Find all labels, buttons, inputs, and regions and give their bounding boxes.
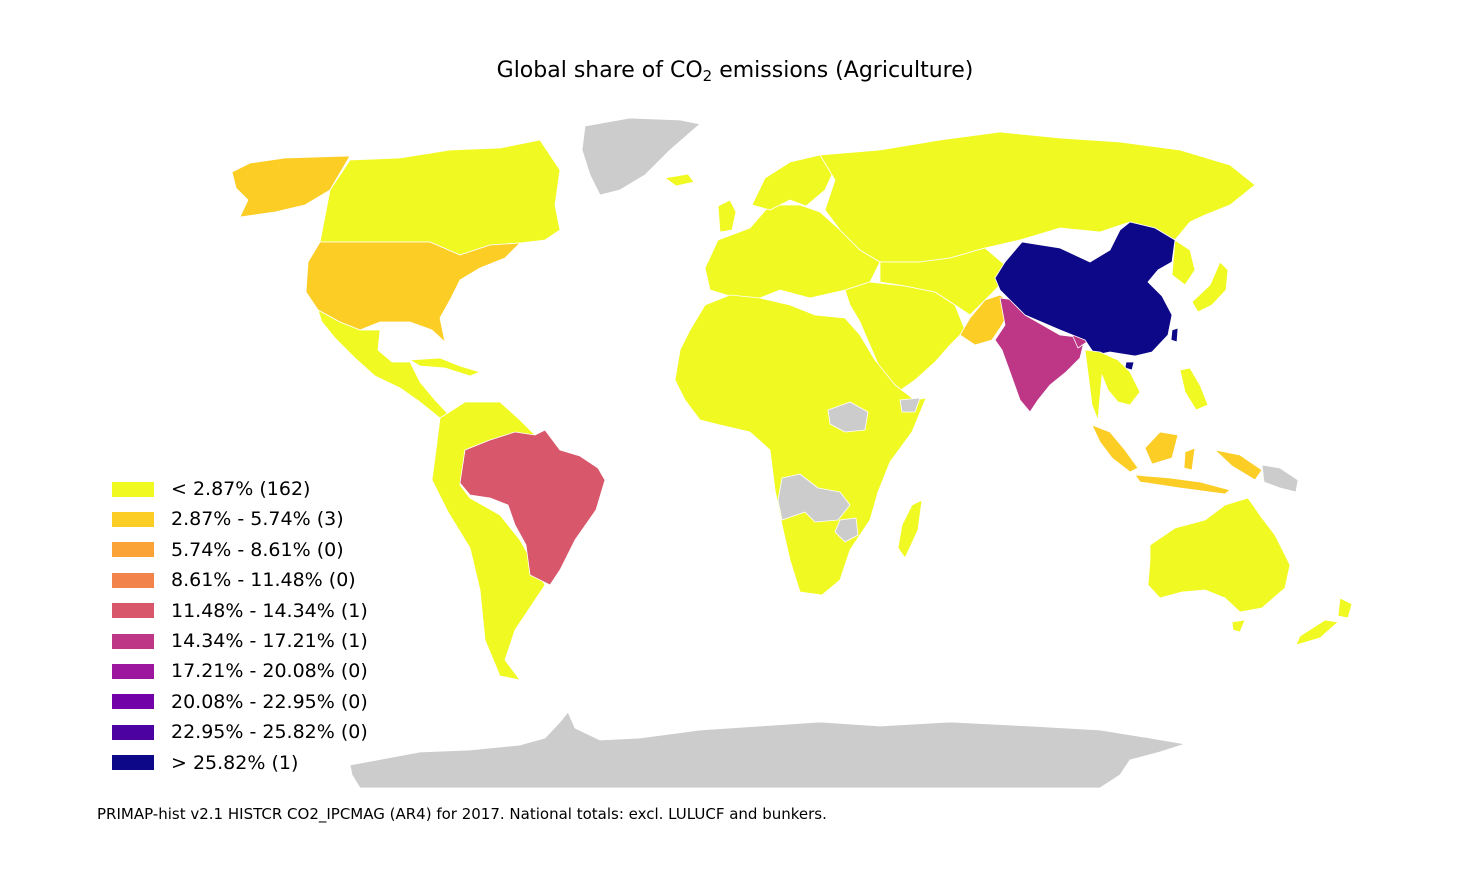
- map-title: Global share of CO2 emissions (Agricultu…: [496, 58, 974, 85]
- region-taiwan[interactable]: [1170, 327, 1179, 343]
- legend-item: 11.48% - 14.34% (1): [112, 596, 368, 626]
- legend-swatch: [112, 694, 154, 710]
- region-iceland[interactable]: [664, 173, 695, 187]
- legend-item: 2.87% - 5.74% (3): [112, 504, 344, 534]
- region-canada[interactable]: [319, 139, 561, 256]
- legend-item: 17.21% - 20.08% (0): [112, 656, 368, 686]
- region-russia[interactable]: [819, 131, 1256, 263]
- region-somalia[interactable]: [899, 397, 921, 413]
- legend-label: 8.61% - 11.48% (0): [171, 569, 356, 592]
- legend-swatch: [112, 481, 154, 497]
- legend-item: 20.08% - 22.95% (0): [112, 687, 368, 717]
- region-alaska[interactable]: [231, 155, 351, 218]
- legend-swatch: [112, 755, 154, 771]
- region-tasmania[interactable]: [1231, 619, 1246, 633]
- region-greenland[interactable]: [581, 117, 701, 196]
- legend-label: 14.34% - 17.21% (1): [171, 630, 368, 652]
- region-india[interactable]: [994, 297, 1086, 413]
- region-south-sudan[interactable]: [827, 401, 869, 433]
- region-australia[interactable]: [1147, 497, 1291, 613]
- legend-label: 11.48% - 14.34% (1): [171, 599, 368, 622]
- legend-swatch: [112, 603, 154, 619]
- region-africa[interactable]: [674, 294, 927, 596]
- legend-swatch: [112, 542, 154, 558]
- region-mongolia-korea[interactable]: [1171, 239, 1196, 286]
- region-antarctica[interactable]: [349, 711, 1186, 789]
- legend-item: > 25.82% (1): [112, 748, 298, 778]
- region-scandinavia[interactable]: [751, 154, 836, 211]
- region-hainan[interactable]: [1124, 361, 1135, 371]
- region-new-zealand[interactable]: [1295, 597, 1353, 646]
- region-angola-zambia[interactable]: [777, 473, 851, 523]
- legend-label: 20.08% - 22.95% (0): [171, 690, 368, 713]
- region-china[interactable]: [994, 221, 1176, 357]
- legend-swatch: [112, 724, 154, 740]
- legend-label: 5.74% - 8.61% (0): [171, 538, 344, 561]
- legend-item: 5.74% - 8.61% (0): [112, 535, 344, 565]
- region-madagascar[interactable]: [897, 499, 923, 559]
- legend-label: 17.21% - 20.08% (0): [171, 660, 368, 683]
- legend-label: > 25.82% (1): [171, 751, 299, 774]
- region-japan[interactable]: [1191, 261, 1229, 313]
- source-footnote: PRIMAP-hist v2.1 HISTCR CO2_IPCMAG (AR4)…: [97, 805, 827, 823]
- legend-swatch: [112, 572, 154, 588]
- region-mexico-central-america[interactable]: [317, 309, 451, 419]
- region-caribbean[interactable]: [409, 357, 481, 377]
- region-south-america[interactable]: [431, 401, 546, 681]
- legend-item: < 2.87% (162): [112, 474, 310, 504]
- legend-label: 2.87% - 5.74% (3): [171, 508, 344, 531]
- legend-swatch: [112, 511, 154, 527]
- region-southeast-asia[interactable]: [1084, 349, 1141, 421]
- region-philippines[interactable]: [1179, 367, 1209, 411]
- region-brazil[interactable]: [459, 429, 606, 586]
- legend-swatch: [112, 633, 154, 649]
- region-zimbabwe[interactable]: [834, 517, 859, 543]
- legend-item: 14.34% - 17.21% (1): [112, 626, 368, 656]
- legend-item: 8.61% - 11.48% (0): [112, 565, 356, 595]
- legend-item: 22.95% - 25.82% (0): [112, 717, 368, 747]
- legend-label: < 2.87% (162): [171, 478, 311, 500]
- legend-label: 22.95% - 25.82% (0): [171, 721, 368, 744]
- region-papua-new-guinea[interactable]: [1261, 464, 1299, 493]
- legend-swatch: [112, 663, 154, 679]
- region-uk[interactable]: [717, 199, 737, 233]
- region-indonesia[interactable]: [1091, 424, 1263, 495]
